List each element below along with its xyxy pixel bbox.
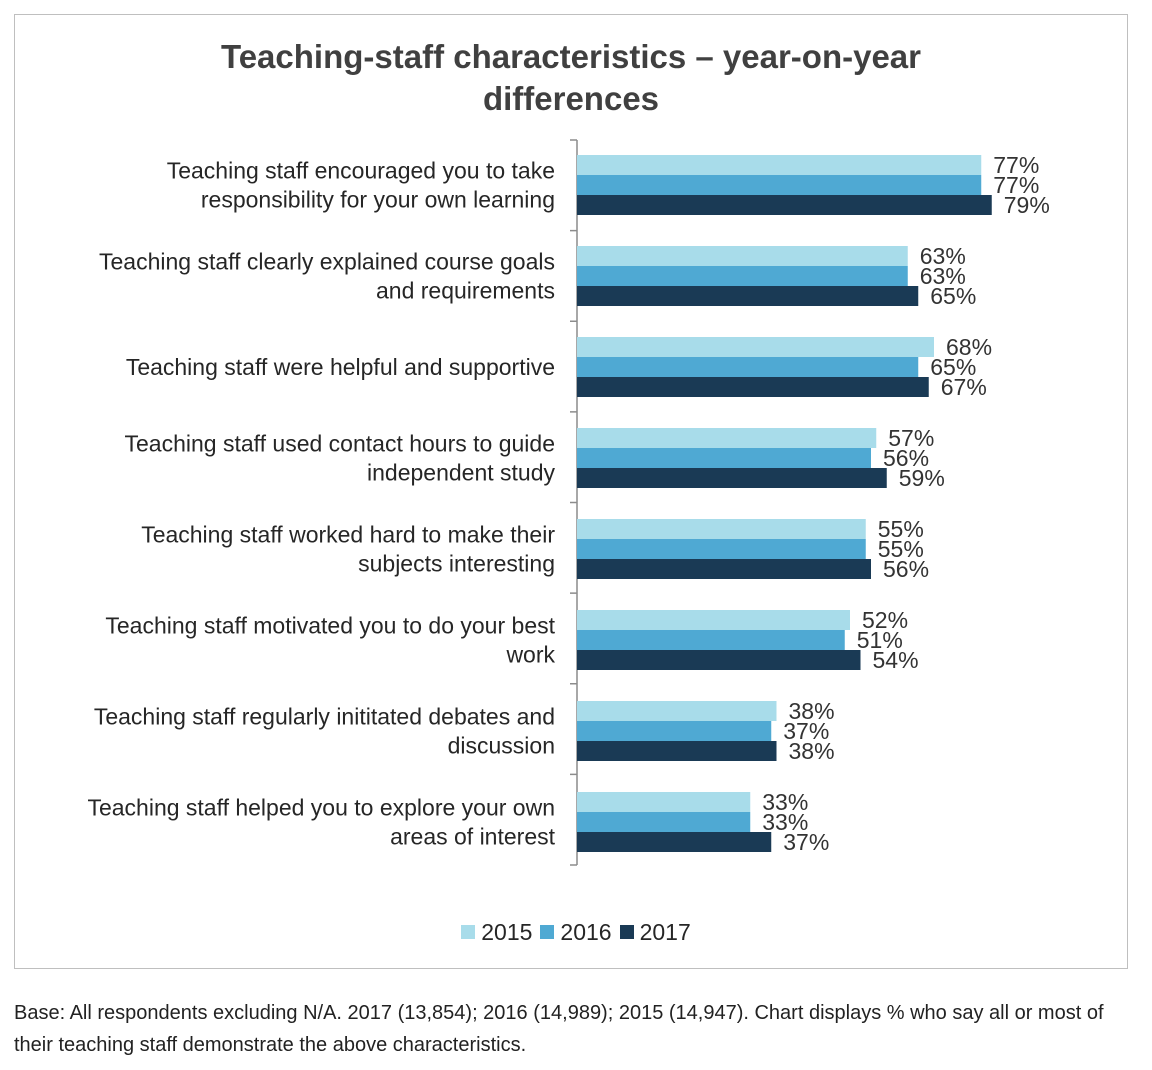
legend-item-2015: 2015 — [461, 919, 532, 946]
category-label-line: Teaching staff worked hard to make their — [141, 522, 555, 548]
data-label-2017: 67% — [941, 374, 987, 400]
category-label: Teaching staff used contact hours to gui… — [125, 431, 556, 486]
bar-2017 — [577, 832, 772, 852]
category-label: Teaching staff motivated you to do your … — [105, 613, 555, 668]
category-label-line: Teaching staff clearly explained course … — [99, 249, 555, 275]
bar-2015 — [577, 610, 850, 630]
bar-2017 — [577, 286, 919, 306]
data-label-2015: 55% — [878, 516, 924, 542]
footnote: Base: All respondents excluding N/A. 201… — [14, 1002, 1104, 1056]
category-label: Teaching staff worked hard to make their… — [141, 522, 555, 577]
data-label-2017: 37% — [783, 829, 829, 855]
chart-legend: 2015 2016 2017 — [0, 918, 1152, 946]
bar-2017 — [577, 650, 861, 670]
bar-2017 — [577, 377, 929, 397]
bar-2015 — [577, 155, 982, 175]
category-label-line: Teaching staff regularly inititated deba… — [94, 704, 555, 730]
bar-2017 — [577, 741, 777, 761]
category-label-line: areas of interest — [390, 824, 556, 850]
data-label-2017: 38% — [789, 738, 835, 764]
category-label-line: subjects interesting — [358, 551, 555, 577]
data-label-2015: 33% — [762, 789, 808, 815]
data-label-2017: 79% — [1004, 192, 1050, 218]
bar-2016 — [577, 539, 866, 559]
category-label-line: independent study — [367, 460, 555, 486]
category-label-line: Teaching staff encouraged you to take — [167, 158, 555, 184]
data-label-2015: 77% — [993, 152, 1039, 178]
bar-2016 — [577, 357, 919, 377]
data-label-2016: 65% — [930, 354, 976, 380]
bar-2016 — [577, 266, 908, 286]
data-label-2015: 68% — [946, 334, 992, 360]
data-label-2016: 33% — [762, 809, 808, 835]
data-label-2016: 55% — [878, 536, 924, 562]
category-label-line: Teaching staff used contact hours to gui… — [125, 431, 555, 457]
data-label-2016: 56% — [883, 445, 929, 471]
bar-2017 — [577, 195, 992, 215]
bar-2016 — [577, 175, 982, 195]
category-label-line: discussion — [448, 733, 555, 759]
legend-item-2017: 2017 — [619, 918, 691, 946]
data-label-2015: 57% — [888, 425, 934, 451]
bar-2017 — [577, 468, 887, 488]
bar-2015 — [577, 246, 908, 266]
legend-item-2016: 2016 — [540, 918, 612, 946]
bar-2016 — [577, 812, 751, 832]
bar-2017 — [577, 559, 871, 579]
legend-swatch — [619, 925, 634, 939]
category-label-line: and requirements — [376, 278, 555, 304]
category-label-line: responsibility for your own learning — [201, 187, 555, 213]
legend-label: 2016 — [560, 918, 612, 945]
category-label: Teaching staff helped you to explore you… — [87, 795, 555, 850]
bar-2015 — [577, 519, 866, 539]
data-label-2017: 59% — [899, 465, 945, 491]
data-label-2017: 56% — [883, 556, 929, 582]
bar-2016 — [577, 721, 772, 741]
category-label-line: work — [505, 642, 555, 668]
legend-swatch — [540, 925, 555, 939]
data-label-2017: 54% — [873, 647, 919, 673]
category-label: Teaching staff were helpful and supporti… — [126, 354, 555, 380]
data-label-2016: 77% — [993, 172, 1039, 198]
legend-label: 2017 — [639, 918, 691, 945]
category-label-line: Teaching staff helped you to explore you… — [87, 795, 555, 821]
bar-2015 — [577, 792, 751, 812]
category-label: Teaching staff clearly explained course … — [99, 249, 555, 304]
data-label-2016: 37% — [783, 718, 829, 744]
data-label-2016: 51% — [857, 627, 903, 653]
data-label-2015: 63% — [920, 243, 966, 269]
chart-title-line-1: Teaching-staff characteristics – year-on… — [220, 38, 921, 75]
category-label-line: Teaching staff were helpful and supporti… — [126, 354, 555, 380]
data-label-2017: 65% — [930, 283, 976, 309]
category-label: Teaching staff regularly inititated deba… — [94, 704, 555, 759]
bar-2015 — [577, 428, 877, 448]
chart-title-line-2: differences — [482, 80, 660, 117]
category-label: Teaching staff encouraged you to take res… — [167, 158, 555, 213]
data-label-2015: 38% — [789, 698, 835, 724]
chart-title: Teaching-staff characteristics – year-on… — [14, 36, 1128, 120]
legend-swatch — [461, 925, 476, 939]
bar-2016 — [577, 448, 871, 468]
bar-2016 — [577, 630, 845, 650]
data-label-2015: 52% — [862, 607, 908, 633]
legend-label: 2015 — [481, 918, 533, 945]
data-label-2016: 63% — [920, 263, 966, 289]
bar-2015 — [577, 701, 777, 721]
bar-2015 — [577, 337, 934, 357]
category-label-line: Teaching staff motivated you to do your … — [105, 613, 555, 639]
